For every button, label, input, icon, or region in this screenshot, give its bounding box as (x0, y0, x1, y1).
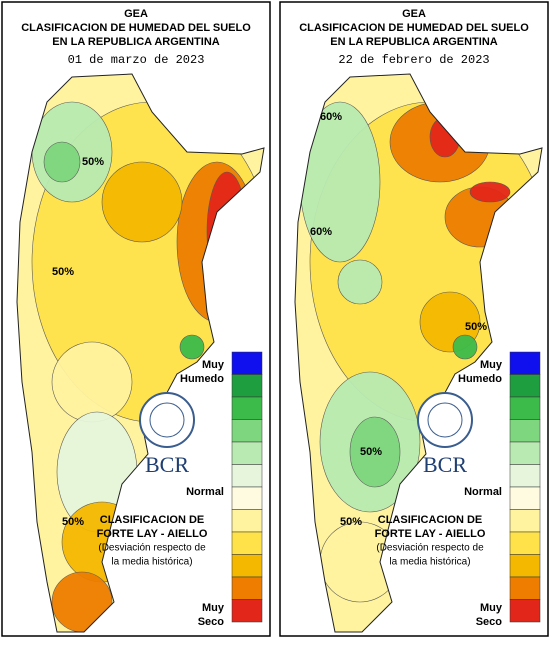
legend-swatch (509, 531, 541, 555)
moisture-layer (299, 101, 542, 603)
title-line: CLASIFICACION DE HUMEDAD DEL SUELO (299, 22, 529, 34)
legend-swatch (231, 576, 263, 600)
moisture-zone (349, 416, 401, 488)
country-outline (294, 73, 543, 633)
classification-text: la media histórica) (389, 557, 470, 568)
legend-swatch (509, 419, 541, 443)
legend-swatch (231, 464, 263, 488)
legend-swatch (231, 554, 263, 578)
map-date: 01 de marzo de 2023 (68, 53, 205, 67)
legend-swatch (509, 599, 541, 623)
contour-label: 50% (360, 446, 382, 458)
moisture-zone (51, 341, 133, 423)
legend-label: Muy (202, 602, 225, 614)
moisture-zone (452, 334, 478, 360)
logo-seal (139, 392, 195, 448)
legend-swatch (509, 464, 541, 488)
map-date: 22 de febrero de 2023 (338, 53, 489, 67)
legend-swatch (509, 509, 541, 533)
legend-swatch (231, 486, 263, 510)
logo-seal-inner (149, 402, 185, 438)
legend-label: Normal (464, 486, 502, 498)
legend-label: Normal (186, 486, 224, 498)
contour-label: 60% (320, 111, 342, 123)
legend-swatch (231, 599, 263, 623)
legend-swatch (509, 576, 541, 600)
legend-label: Muy (202, 359, 225, 371)
legend-swatch (509, 441, 541, 465)
logo-seal (417, 392, 473, 448)
legend-swatch (231, 531, 263, 555)
legend-swatch (231, 419, 263, 443)
logo-text: BCR (145, 452, 189, 477)
classification-text: FORTE LAY - AIELLO (97, 528, 208, 540)
classification-text: CLASIFICACION DE (378, 514, 483, 526)
moisture-zone (51, 571, 113, 632)
moisture-zone (101, 161, 183, 243)
contour-label: 50% (82, 156, 104, 168)
classification-text: CLASIFICACION DE (100, 514, 205, 526)
moisture-zone (179, 334, 205, 360)
legend-swatch (509, 486, 541, 510)
legend-swatch (509, 396, 541, 420)
legend-swatch (231, 441, 263, 465)
legend-swatch (231, 351, 263, 375)
contour-label: 50% (62, 516, 84, 528)
legend-swatch (509, 554, 541, 578)
moisture-zone (469, 181, 511, 203)
country-outline (16, 73, 265, 633)
title-line: EN LA REPUBLICA ARGENTINA (52, 36, 220, 48)
contour-label: 50% (465, 321, 487, 333)
contour-label: 50% (340, 516, 362, 528)
legend-label: Seco (476, 616, 503, 628)
contour-label: 60% (310, 226, 332, 238)
classification-text: (Desviación respecto de (98, 543, 206, 554)
title-line: GEA (402, 8, 426, 20)
contour-label: 50% (52, 266, 74, 278)
legend-swatch (509, 374, 541, 398)
legend-swatch (509, 351, 541, 375)
legend-label: Humedo (458, 373, 502, 385)
legend-label: Seco (198, 616, 225, 628)
legend-label: Muy (480, 602, 503, 614)
logo-seal-inner (427, 402, 463, 438)
legend-swatch (231, 509, 263, 533)
moisture-zone (337, 259, 383, 305)
classification-text: FORTE LAY - AIELLO (375, 528, 486, 540)
moisture-zone (43, 141, 81, 183)
logo-text: BCR (423, 452, 467, 477)
classification-text: la media histórica) (111, 557, 192, 568)
title-line: EN LA REPUBLICA ARGENTINA (330, 36, 498, 48)
legend-label: Muy (480, 359, 503, 371)
legend-swatch (231, 374, 263, 398)
legend-swatch (231, 396, 263, 420)
legend-label: Humedo (180, 373, 224, 385)
map-panel: GEA CLASIFICACION DE HUMEDAD DEL SUELO EN … (1, 1, 271, 637)
title-line: CLASIFICACION DE HUMEDAD DEL SUELO (21, 22, 251, 34)
map-panel: GEA CLASIFICACION DE HUMEDAD DEL SUELO EN … (279, 1, 549, 637)
title-line: GEA (124, 8, 148, 20)
classification-text: (Desviación respecto de (376, 543, 484, 554)
